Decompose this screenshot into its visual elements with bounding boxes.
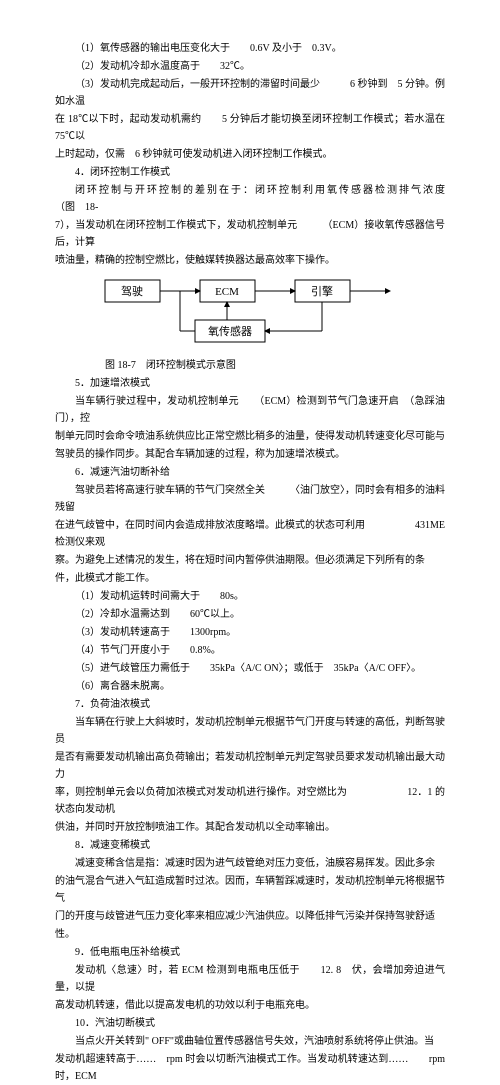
para: （2）发动机冷却水温度高于 32℃。 (55, 58, 445, 75)
para: 门的开度与歧管进气压力变化率来相应减少汽油供应。以降低排气污染并保持驾驶舒适 (55, 908, 445, 925)
heading-7: 7．负荷油浓模式 (55, 696, 445, 713)
para: 喷油量，精确的控制空燃比，使触媒转换器达最高效率下操作。 (55, 252, 445, 269)
node-driver: 驾驶 (121, 284, 143, 298)
para: 在 18℃以下时，起动发动机需约 5 分钟后才能切换至闭环控制工作模式；若水温在… (55, 111, 445, 145)
para: （1）发动机运转时间需大于 80s。 (55, 588, 445, 605)
para: 性。 (55, 926, 445, 943)
para: 供油，并同时开放控制喷油工作。其配合发动机以全动率输出。 (55, 819, 445, 836)
para: 当车辆行驶过程中，发动机控制单元 （ECM）检测到节气门急速开启 （急踩油门），… (55, 393, 445, 427)
para: （3）发动机转速高于 1300rpm。 (55, 624, 445, 641)
node-engine: 引擎 (311, 284, 333, 298)
heading-10: 10．汽油切断模式 (55, 1015, 445, 1032)
para: 是否有需要发动机输出高负荷输出；若发动机控制单元判定驾驶员要求发动机输出最大动力 (55, 749, 445, 783)
para: 件，此模式才能工作。 (55, 570, 445, 587)
closed-loop-diagram: 驾驶 ECM 引擎 氧传感器 (95, 275, 445, 355)
para: 当车辆在行驶上大斜坡时，发动机控制单元根据节气门开度与转速的高低，判断驾驶员 (55, 714, 445, 748)
heading-8: 8．减速变稀模式 (55, 837, 445, 854)
para: 闭环控制与开环控制的差别在于：闭环控制利用氧传感器检测排气浓度 （图 18- (55, 182, 445, 216)
para: 察。为避免上述情况的发生，将在短时间内暂停供油期限。但必须满足下列所有的条 (55, 552, 445, 569)
heading-4: 4．闭环控制工作模式 (55, 164, 445, 181)
para: （4）节气门开度小于 0.8%。 (55, 642, 445, 659)
para: 上时起动，仅需 6 秒钟就可使发动机进入闭环控制工作模式。 (55, 146, 445, 163)
para: 当点火开关转到" OFF"或曲轴位置传感器信号失效，汽油喷射系统将停止供油。当 (55, 1033, 445, 1050)
para: 驾驶员若将高速行驶车辆的节气门突然全关 〈油门放空〉，同时会有相多的油料残留 (55, 482, 445, 516)
heading-6: 6．减速汽油切断补给 (55, 464, 445, 481)
heading-9: 9．低电瓶电压补给模式 (55, 944, 445, 961)
para: 在进气歧管中，在同时间内会造成排放浓度略增。此模式的状态可利用 431ME 检测… (55, 517, 445, 551)
node-ecm: ECM (215, 286, 239, 298)
diagram-caption: 图 18-7 闭环控制模式示意图 (55, 357, 445, 374)
para: 制单元同时会命令喷油系统供应比正常空燃比稍多的油量，使得发动机转速变化尽可能与 (55, 428, 445, 445)
para: 率，则控制单元会以负荷加浓模式对发动机进行操作。对空燃比为 12．1 的状态向发… (55, 784, 445, 818)
para: 高发动机转速，借此以提高发电机的功效以利于电瓶充电。 (55, 997, 445, 1014)
para: 的油气混合气进入气缸造成暂时过浓。因而，车辆暂踩减速时，发动机控制单元将根据节气 (55, 873, 445, 907)
para: （5）进气歧管压力需低于 35kPa〈A/C ON〉；或低于 35kPa〈A/C… (55, 660, 445, 677)
para: （6）离合器未脱离。 (55, 678, 445, 695)
heading-5: 5．加速增浓模式 (55, 375, 445, 392)
para: 7），当发动机在闭环控制工作模式下，发动机控制单元 （ECM）接收氧传感器信号后… (55, 217, 445, 251)
para: （3）发动机完成起动后，一般开环控制的滞留时间最少 6 秒钟到 5 分钟。例如水… (55, 76, 445, 110)
para: （2）冷却水温需达到 60℃以上。 (55, 606, 445, 623)
para: （1）氧传感器的输出电压变化大于 0.6V 及小于 0.3V。 (55, 40, 445, 57)
para: 发动机超速转高于…… rpm 时会以切断汽油模式工作。当发动机转速达到…… rp… (55, 1051, 445, 1085)
node-o2: 氧传感器 (208, 324, 252, 338)
para: 发动机〈怠速〉时，若 ECM 检测到电瓶电压低于 12. 8 伏，会增加旁迫进气… (55, 962, 445, 996)
para: 减速变稀含信是指：减速时因为进气歧管绝对压力变低，油膜容易挥发。因此多余 (55, 855, 445, 872)
para: 驾驶员的操作同步。其配合车辆加速的过程，称为加速增浓模式。 (55, 446, 445, 463)
